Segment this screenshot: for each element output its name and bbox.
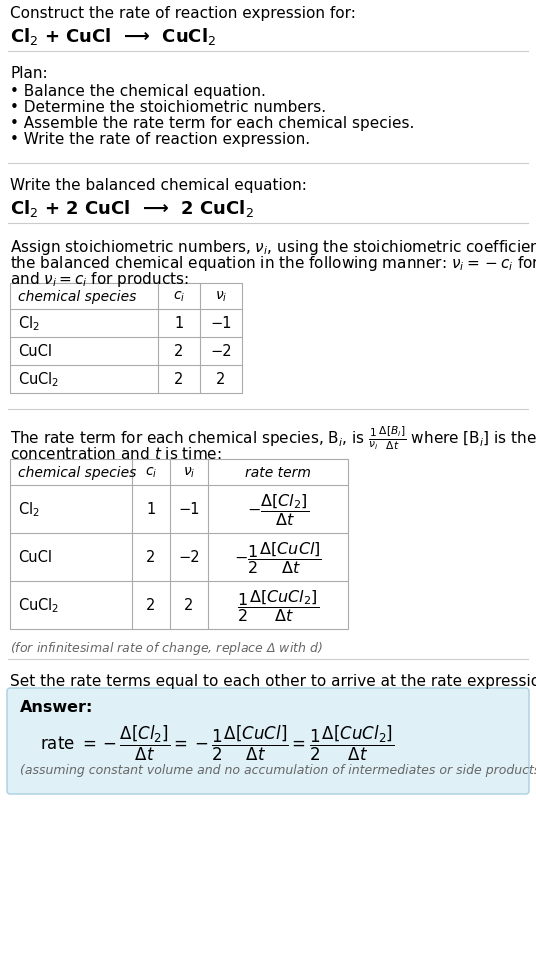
Text: 2: 2	[146, 598, 155, 613]
Text: $\nu_i$: $\nu_i$	[183, 465, 195, 479]
Text: the balanced chemical equation in the following manner: $\nu_i = -c_i$ for react: the balanced chemical equation in the fo…	[10, 253, 536, 273]
Text: Cl$_2$ + CuCl  ⟶  CuCl$_2$: Cl$_2$ + CuCl ⟶ CuCl$_2$	[10, 26, 217, 47]
Text: Write the balanced chemical equation:: Write the balanced chemical equation:	[10, 178, 307, 193]
Text: rate term: rate term	[245, 465, 311, 479]
Text: −2: −2	[210, 344, 232, 359]
Text: and $\nu_i = c_i$ for products:: and $\nu_i = c_i$ for products:	[10, 270, 189, 289]
Text: • Write the rate of reaction expression.: • Write the rate of reaction expression.	[10, 132, 310, 147]
Text: CuCl$_2$: CuCl$_2$	[18, 371, 59, 389]
Text: Answer:: Answer:	[20, 700, 93, 714]
Text: 2: 2	[174, 344, 184, 359]
Text: (for infinitesimal rate of change, replace Δ with $d$): (for infinitesimal rate of change, repla…	[10, 639, 323, 657]
Text: $-\dfrac{1}{2}\dfrac{\Delta[CuCl]}{\Delta t}$: $-\dfrac{1}{2}\dfrac{\Delta[CuCl]}{\Delt…	[234, 539, 322, 576]
Text: Cl$_2$ + 2 CuCl  ⟶  2 CuCl$_2$: Cl$_2$ + 2 CuCl ⟶ 2 CuCl$_2$	[10, 198, 254, 219]
Text: Construct the rate of reaction expression for:: Construct the rate of reaction expressio…	[10, 6, 356, 21]
FancyBboxPatch shape	[7, 688, 529, 794]
Text: • Balance the chemical equation.: • Balance the chemical equation.	[10, 84, 266, 99]
Text: • Determine the stoichiometric numbers.: • Determine the stoichiometric numbers.	[10, 100, 326, 115]
Text: $c_i$: $c_i$	[145, 465, 157, 479]
Text: 1: 1	[174, 316, 184, 331]
Text: Plan:: Plan:	[10, 66, 48, 81]
Text: $-\dfrac{\Delta[Cl_2]}{\Delta t}$: $-\dfrac{\Delta[Cl_2]}{\Delta t}$	[247, 492, 309, 527]
Text: rate $= -\dfrac{\Delta[Cl_2]}{\Delta t} = -\dfrac{1}{2}\dfrac{\Delta[CuCl]}{\Del: rate $= -\dfrac{\Delta[Cl_2]}{\Delta t} …	[40, 723, 394, 762]
Text: 2: 2	[174, 372, 184, 387]
Text: 2: 2	[217, 372, 226, 387]
Text: 2: 2	[146, 550, 155, 565]
Text: CuCl: CuCl	[18, 344, 52, 359]
Text: CuCl: CuCl	[18, 550, 52, 565]
Text: 1: 1	[146, 502, 155, 517]
Text: chemical species: chemical species	[18, 290, 136, 304]
Text: Assign stoichiometric numbers, $\nu_i$, using the stoichiometric coefficients, $: Assign stoichiometric numbers, $\nu_i$, …	[10, 237, 536, 256]
Text: concentration and $t$ is time:: concentration and $t$ is time:	[10, 446, 222, 461]
Text: CuCl$_2$: CuCl$_2$	[18, 596, 59, 615]
Text: $\dfrac{1}{2}\dfrac{\Delta[CuCl_2]}{\Delta t}$: $\dfrac{1}{2}\dfrac{\Delta[CuCl_2]}{\Del…	[237, 587, 319, 623]
Bar	[10, 284, 242, 394]
Text: Set the rate terms equal to each other to arrive at the rate expression:: Set the rate terms equal to each other t…	[10, 673, 536, 688]
Text: The rate term for each chemical species, B$_i$, is $\frac{1}{\nu_i}\frac{\Delta[: The rate term for each chemical species,…	[10, 423, 536, 451]
Text: 2: 2	[184, 598, 193, 613]
Text: chemical species: chemical species	[18, 465, 136, 479]
Bar	[10, 459, 348, 629]
Text: −2: −2	[178, 550, 200, 565]
Text: −1: −1	[210, 316, 232, 331]
Text: Cl$_2$: Cl$_2$	[18, 500, 40, 518]
Text: Cl$_2$: Cl$_2$	[18, 314, 40, 333]
Text: • Assemble the rate term for each chemical species.: • Assemble the rate term for each chemic…	[10, 116, 414, 131]
Text: $c_i$: $c_i$	[173, 290, 185, 304]
Text: (assuming constant volume and no accumulation of intermediates or side products): (assuming constant volume and no accumul…	[20, 763, 536, 776]
Text: −1: −1	[178, 502, 200, 517]
Text: $\nu_i$: $\nu_i$	[215, 290, 227, 304]
